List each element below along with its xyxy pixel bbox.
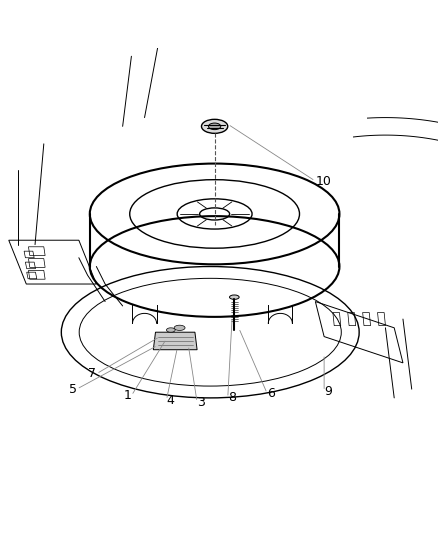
Text: 8: 8 — [228, 391, 236, 405]
Text: 10: 10 — [315, 175, 331, 188]
Text: 4: 4 — [166, 393, 174, 407]
Text: 6: 6 — [267, 387, 275, 400]
Polygon shape — [153, 332, 197, 350]
Ellipse shape — [208, 123, 221, 130]
Text: 9: 9 — [324, 385, 332, 398]
Text: 1: 1 — [124, 389, 131, 402]
Text: 7: 7 — [88, 367, 96, 381]
Ellipse shape — [230, 295, 239, 300]
Ellipse shape — [174, 325, 185, 330]
Text: 3: 3 — [197, 396, 205, 409]
Text: 5: 5 — [69, 383, 77, 395]
Ellipse shape — [201, 119, 228, 133]
Ellipse shape — [166, 328, 175, 332]
